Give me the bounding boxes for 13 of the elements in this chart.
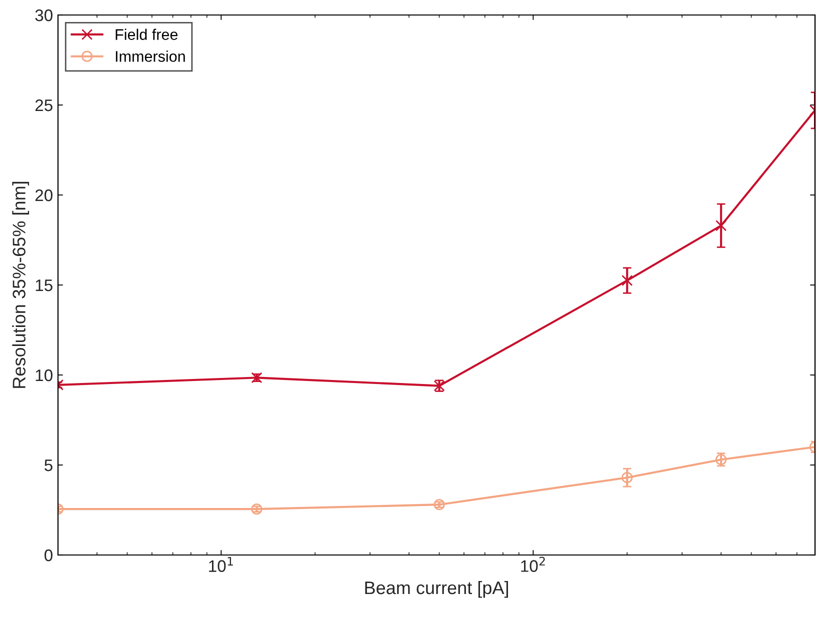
y-tick-label: 20 <box>35 189 52 202</box>
legend-label: Immersion <box>116 50 185 62</box>
x-axis-title: Beam current [pA] <box>365 580 508 598</box>
y-tick-label: 0 <box>44 549 52 562</box>
x-tick-label: 10$^{2}$ <box>521 556 545 572</box>
y-axis-title: Resolution 35%-65% [nm] <box>12 182 30 388</box>
y-tick-label: 10 <box>36 369 52 382</box>
y-tick-label: 30 <box>35 9 52 22</box>
legend-label: Field free <box>116 28 178 40</box>
y-tick-label: 5 <box>44 460 52 472</box>
x-tick-label: 10$^{1}$ <box>209 556 233 572</box>
y-tick-label: 25 <box>35 99 52 112</box>
y-tick-label: 15 <box>36 280 52 292</box>
